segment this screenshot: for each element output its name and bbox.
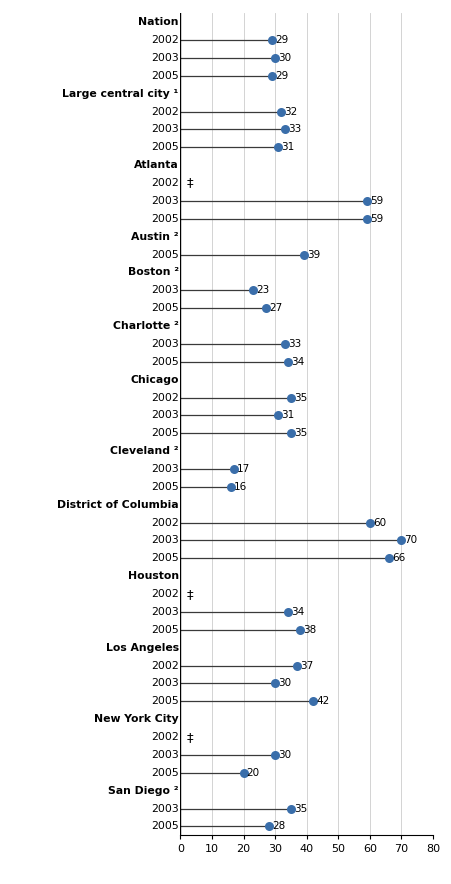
- Text: 2002: 2002: [151, 518, 179, 528]
- Text: ‡: ‡: [187, 177, 193, 189]
- Text: New York City: New York City: [94, 714, 179, 724]
- Text: 2005: 2005: [151, 428, 179, 438]
- Text: 35: 35: [294, 428, 307, 438]
- Text: 66: 66: [392, 553, 405, 563]
- Text: 2002: 2002: [151, 589, 179, 599]
- Text: 2002: 2002: [151, 35, 179, 45]
- Text: 2005: 2005: [151, 357, 179, 367]
- Text: 17: 17: [237, 464, 250, 474]
- Text: 35: 35: [294, 804, 307, 813]
- Text: 59: 59: [370, 214, 383, 224]
- Text: 2003: 2003: [151, 339, 179, 349]
- Text: 2005: 2005: [151, 625, 179, 635]
- Text: 2003: 2003: [151, 607, 179, 617]
- Text: Nation: Nation: [138, 17, 179, 27]
- Text: 2002: 2002: [151, 392, 179, 402]
- Text: 16: 16: [234, 482, 247, 492]
- Text: 2003: 2003: [151, 750, 179, 760]
- Text: 29: 29: [275, 71, 288, 80]
- Text: 30: 30: [278, 678, 291, 689]
- Text: 34: 34: [291, 607, 304, 617]
- Text: 70: 70: [405, 536, 418, 545]
- Text: 42: 42: [316, 697, 329, 706]
- Text: Boston ²: Boston ²: [128, 267, 179, 278]
- Text: 32: 32: [285, 107, 298, 117]
- Text: 2003: 2003: [151, 536, 179, 545]
- Text: 2003: 2003: [151, 53, 179, 63]
- Text: 2002: 2002: [151, 107, 179, 117]
- Text: 2003: 2003: [151, 410, 179, 421]
- Text: 31: 31: [281, 410, 295, 421]
- Text: 35: 35: [294, 392, 307, 402]
- Text: 2005: 2005: [151, 482, 179, 492]
- Text: San Diego ²: San Diego ²: [108, 786, 179, 796]
- Text: 31: 31: [281, 142, 295, 152]
- Text: 30: 30: [278, 53, 291, 63]
- Text: 2005: 2005: [151, 249, 179, 260]
- Text: Atlanta: Atlanta: [134, 160, 179, 171]
- Text: 2005: 2005: [151, 553, 179, 563]
- Text: 2005: 2005: [151, 697, 179, 706]
- Text: 20: 20: [247, 768, 260, 778]
- Text: 2005: 2005: [151, 214, 179, 224]
- Text: 2002: 2002: [151, 178, 179, 188]
- Text: 29: 29: [275, 35, 288, 45]
- Text: Large central city ¹: Large central city ¹: [62, 88, 179, 99]
- Text: Charlotte ²: Charlotte ²: [113, 321, 179, 331]
- Text: Los Angeles: Los Angeles: [106, 643, 179, 652]
- Text: 2005: 2005: [151, 768, 179, 778]
- Text: 38: 38: [304, 625, 317, 635]
- Text: 33: 33: [288, 125, 301, 134]
- Text: 2005: 2005: [151, 303, 179, 313]
- Text: 23: 23: [256, 286, 269, 295]
- Text: 2002: 2002: [151, 732, 179, 742]
- Text: Austin ²: Austin ²: [131, 232, 179, 241]
- Text: 28: 28: [272, 821, 285, 832]
- Text: 34: 34: [291, 357, 304, 367]
- Text: ‡: ‡: [187, 730, 193, 743]
- Text: 2003: 2003: [151, 286, 179, 295]
- Text: 27: 27: [269, 303, 282, 313]
- Text: Chicago: Chicago: [130, 375, 179, 385]
- Text: 2003: 2003: [151, 804, 179, 813]
- Text: 60: 60: [373, 518, 386, 528]
- Text: 2002: 2002: [151, 660, 179, 671]
- Text: 2003: 2003: [151, 678, 179, 689]
- Text: 2003: 2003: [151, 196, 179, 206]
- Text: District of Columbia: District of Columbia: [57, 499, 179, 510]
- Text: 39: 39: [307, 249, 320, 260]
- Text: 2005: 2005: [151, 821, 179, 832]
- Text: 30: 30: [278, 750, 291, 760]
- Text: 37: 37: [300, 660, 313, 671]
- Text: ‡: ‡: [187, 588, 193, 600]
- Text: Houston: Houston: [128, 571, 179, 582]
- Text: Cleveland ²: Cleveland ²: [110, 446, 179, 456]
- Text: 2005: 2005: [151, 71, 179, 80]
- Text: 2003: 2003: [151, 464, 179, 474]
- Text: 2005: 2005: [151, 142, 179, 152]
- Text: 59: 59: [370, 196, 383, 206]
- Text: 33: 33: [288, 339, 301, 349]
- Text: 2003: 2003: [151, 125, 179, 134]
